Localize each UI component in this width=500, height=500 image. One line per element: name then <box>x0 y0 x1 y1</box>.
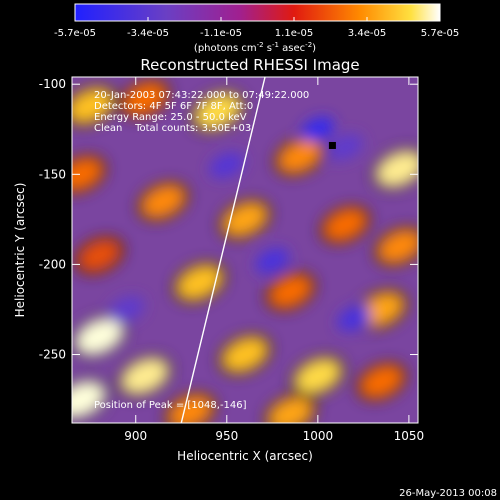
image-plot <box>72 77 418 423</box>
emission-feature <box>324 209 366 241</box>
colorbar-gradient <box>74 3 441 22</box>
x-tick-label: 950 <box>215 429 238 443</box>
colorbar-tick-label: 1.1e-05 <box>275 28 313 39</box>
emission-feature <box>360 293 403 326</box>
emission-feature <box>269 276 312 307</box>
chart-title: Reconstructed RHESSI Image <box>140 56 359 74</box>
emission-features <box>72 78 418 423</box>
colorbar-tick-label: 5.7e-05 <box>421 28 459 39</box>
emission-feature <box>223 203 267 236</box>
emission-feature <box>255 247 290 274</box>
emission-feature <box>72 89 112 123</box>
y-axis-label: Heliocentric Y (arcsec) <box>13 183 27 318</box>
emission-feature <box>378 230 418 263</box>
footer-date: 26-May-2013 00:08 <box>399 488 497 499</box>
colorbar-ticks: -5.7e-05 -3.4e-05 -1.1e-05 1.1e-05 3.4e-05 5.… <box>54 17 459 39</box>
emission-feature <box>360 366 403 397</box>
plot-frame <box>71 76 419 424</box>
y-tick-label: -100 <box>39 77 66 91</box>
y-tick-label: -200 <box>39 257 66 271</box>
emission-feature <box>124 83 166 115</box>
emission-feature <box>301 116 335 142</box>
emission-feature <box>169 396 212 423</box>
x-tick-label: 900 <box>124 429 147 443</box>
colorbar-tick-label: -3.4e-05 <box>127 28 169 39</box>
emission-feature <box>195 94 240 128</box>
annotation-time: 20-Jan-2003 07:43:22.000 to 07:49:22.000 <box>94 90 309 101</box>
x-tick-label: 1050 <box>394 429 425 443</box>
annotation-clean: Clean Total counts: 3.50E+03 <box>94 123 251 134</box>
colorbar: -5.7e-05 -3.4e-05 -1.1e-05 1.1e-05 3.4e-05 5.… <box>54 3 459 54</box>
colorbar-tick-label: -1.1e-05 <box>200 28 242 39</box>
emission-feature <box>72 382 104 417</box>
emission-feature <box>122 359 168 393</box>
y-tick-label: -250 <box>39 348 66 362</box>
peak-position-label: Position of Peak = [1048,-146] <box>94 400 247 411</box>
emission-feature <box>337 305 372 332</box>
peak-marker <box>328 141 336 149</box>
emission-feature <box>278 140 321 172</box>
annotation-block: 20-Jan-2003 07:43:22.000 to 07:49:22.000… <box>94 90 309 134</box>
colorbar-tick-label: -5.7e-05 <box>54 28 96 39</box>
colorbar-tick-label: 3.4e-05 <box>348 28 386 39</box>
emission-feature <box>295 359 340 393</box>
x-axis-ticks: 900 950 1000 1050 <box>124 77 424 443</box>
emission-feature <box>79 240 120 271</box>
emission-feature <box>142 185 185 218</box>
emission-feature <box>209 152 245 179</box>
y-axis-ticks: -100 -150 -200 -250 <box>39 77 418 362</box>
x-axis-label: Heliocentric X (arcsec) <box>177 449 313 463</box>
emission-feature <box>76 319 122 354</box>
emission-feature <box>72 158 102 190</box>
emission-feature <box>327 133 364 161</box>
emission-feature <box>377 152 418 186</box>
y-tick-label: -150 <box>39 167 66 181</box>
emission-feature <box>108 296 145 323</box>
emission-feature <box>269 398 312 423</box>
x-tick-label: 1000 <box>303 429 334 443</box>
annotation-detectors: Detectors: 4F 5F 6F 7F 8F, Att:0 <box>94 101 253 112</box>
annotation-energy: Energy Range: 25.0 - 50.0 keV <box>94 112 247 123</box>
emission-feature <box>177 266 222 299</box>
emission-feature <box>223 338 267 371</box>
colorbar-unit: (photons cm-2 s-1 asec-2) <box>194 41 316 54</box>
solar-limb-line <box>180 77 266 423</box>
